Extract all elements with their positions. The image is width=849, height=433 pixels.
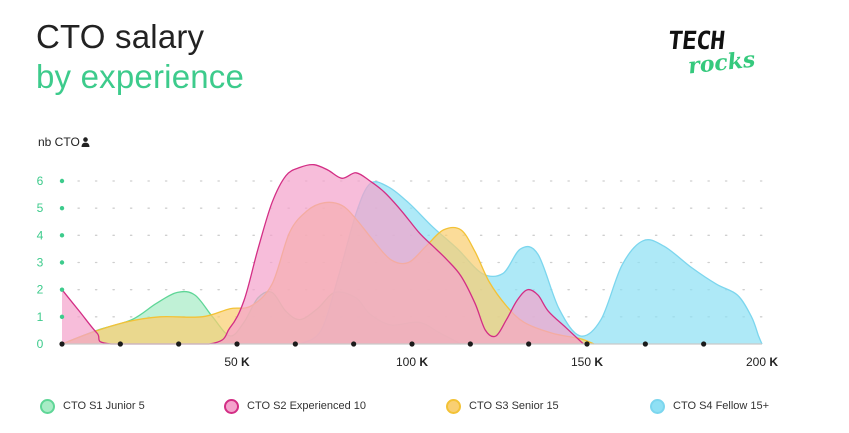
y-tick-label: 3 [37, 256, 44, 270]
x-axis-dot [59, 341, 65, 347]
y-tick-label: 2 [37, 283, 44, 297]
legend-label: CTO S1 Junior 5 [63, 400, 145, 412]
x-axis-dot [234, 341, 240, 347]
y-tick-dot [59, 314, 65, 320]
x-axis-dot [584, 341, 590, 347]
person-icon [81, 137, 90, 147]
x-axis [59, 341, 762, 347]
legend: CTO S1 Junior 5 CTO S2 Experienced 10 CTO … [0, 396, 849, 416]
legend-swatch [40, 398, 55, 414]
x-axis-dot [526, 341, 532, 347]
x-axis-dot [176, 341, 182, 347]
legend-swatch [224, 398, 239, 414]
y-axis-label-text: nb CTO [38, 135, 80, 149]
y-tick-dot [59, 178, 65, 184]
legend-swatch [650, 398, 665, 414]
y-tick-label: 0 [37, 337, 44, 351]
y-tick-dot [59, 287, 65, 292]
legend-item[interactable]: CTO S3 Senior 15 [446, 396, 559, 416]
area-series [61, 163, 763, 345]
x-axis-dot [351, 341, 357, 347]
y-tick-label: 6 [37, 174, 44, 188]
legend-item[interactable]: CTO S4 Fellow 15+ [650, 396, 769, 416]
legend-label: CTO S4 Fellow 15+ [673, 400, 770, 412]
y-tick-dot [59, 260, 65, 265]
x-axis-dot [467, 341, 473, 347]
x-tick-label: 100 K [396, 355, 428, 369]
x-tick-label: 150 K [571, 355, 603, 369]
x-tick-label: 200 K [746, 355, 778, 369]
x-tick-label: 50 K [224, 355, 250, 369]
legend-swatch [446, 398, 461, 414]
x-axis-dot [409, 341, 415, 347]
x-axis-dot [642, 341, 648, 347]
y-tick-dot [59, 233, 65, 238]
chart-title: CTO salary [36, 18, 205, 55]
x-axis-dot [292, 341, 298, 347]
y-tick-label: 1 [37, 310, 44, 324]
legend-label: CTO S2 Experienced 10 [247, 400, 367, 412]
series-line-4 [61, 163, 584, 345]
y-tick-label: 5 [37, 201, 44, 215]
legend-item[interactable]: CTO S1 Junior 5 [40, 396, 145, 416]
x-tick-labels: 50 K 100 K 150 K 200 K [224, 355, 778, 369]
chart-subtitle: by experience [36, 58, 245, 95]
legend-label: CTO S3 Senior 15 [469, 400, 559, 412]
y-axis: 0 1 2 3 4 5 6 [37, 174, 65, 351]
series-area-4 [62, 164, 584, 344]
y-tick-label: 4 [37, 228, 44, 242]
legend-item[interactable]: CTO S2 Experienced 10 [224, 396, 366, 416]
x-axis-dot [117, 341, 123, 347]
x-axis-dot [701, 341, 707, 347]
y-tick-dot [59, 205, 65, 211]
y-axis-label: nb CTO [38, 135, 90, 149]
